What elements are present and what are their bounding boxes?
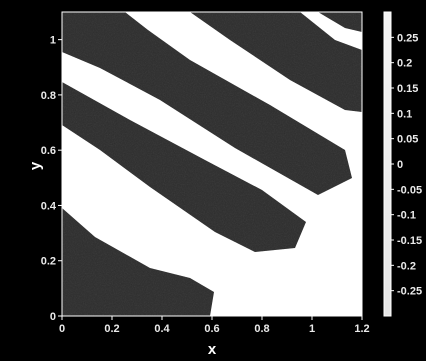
stripe-texture bbox=[318, 12, 362, 32]
colorbar-tick-label: 0.2 bbox=[397, 58, 412, 70]
y-tick-label: 0 bbox=[50, 311, 56, 323]
colorbar-bar bbox=[383, 11, 392, 317]
colorbar-tick-label: 0.1 bbox=[397, 108, 412, 120]
stripe-texture bbox=[190, 12, 362, 112]
colorbar-tick-label: 0.15 bbox=[397, 83, 418, 95]
plot-area bbox=[61, 11, 363, 317]
colorbar-tick-labels: 0.25 0.2 0.15 0.1 0.05 0 -0.05 -0.1 -0.15 -0.2 -0.… bbox=[391, 32, 422, 298]
colorbar-tick-label: -0.1 bbox=[397, 210, 416, 222]
x-tick-labels: 0 0.2 0.4 0.6 0.8 1 1.2 bbox=[59, 316, 370, 335]
stripe-texture bbox=[62, 208, 214, 316]
y-tick-labels: 0 0.2 0.4 0.6 0.8 1 bbox=[41, 35, 62, 323]
x-axis-label: x bbox=[208, 341, 217, 358]
x-tick-label: 0.4 bbox=[154, 323, 170, 335]
heatmap-stripes bbox=[62, 12, 362, 316]
x-tick-label: 0.2 bbox=[104, 323, 119, 335]
x-tick-label: 0 bbox=[59, 323, 65, 335]
colorbar-tick-label: -0.15 bbox=[397, 235, 422, 247]
colorbar-tick-label: 0.25 bbox=[397, 32, 418, 44]
y-tick-label: 0.2 bbox=[41, 256, 56, 268]
colorbar: 0.25 0.2 0.15 0.1 0.05 0 -0.05 -0.1 -0.15 -0.2 -0.… bbox=[383, 11, 422, 317]
y-tick-label: 0.6 bbox=[41, 145, 56, 157]
colorbar-tick-label: -0.05 bbox=[397, 184, 422, 196]
stripe-texture bbox=[62, 12, 352, 195]
colorbar-tick-label: -0.2 bbox=[397, 260, 416, 272]
y-tick-label: 0.8 bbox=[41, 90, 56, 102]
x-tick-label: 1 bbox=[309, 323, 315, 335]
x-tick-label: 0.8 bbox=[254, 323, 269, 335]
colorbar-tick-label: 0.05 bbox=[397, 134, 418, 146]
colorbar-tick-label: 0 bbox=[397, 159, 403, 171]
y-axis-label: y bbox=[27, 161, 44, 170]
y-tick-label: 1 bbox=[50, 35, 56, 47]
x-tick-label: 0.6 bbox=[204, 323, 219, 335]
y-tick-label: 0.4 bbox=[41, 200, 57, 212]
stripe-texture bbox=[62, 82, 306, 252]
colorbar-tick-label: -0.25 bbox=[397, 286, 422, 298]
x-tick-label: 1.2 bbox=[354, 323, 369, 335]
